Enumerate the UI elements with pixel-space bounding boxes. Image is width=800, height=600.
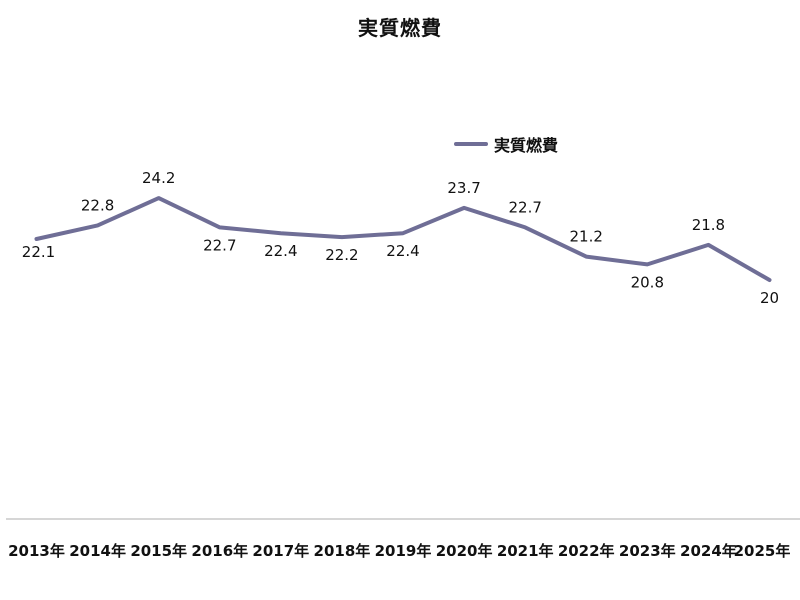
data-label: 22.7 (508, 198, 541, 216)
legend: 実質燃費 (454, 133, 558, 155)
data-label: 24.2 (142, 169, 175, 187)
data-label: 22.4 (386, 242, 419, 260)
data-label: 21.8 (692, 216, 725, 234)
data-labels: 22.1 22.8 24.2 22.7 22.4 22.2 22.4 23.7 22.7 21.2… (22, 169, 779, 307)
x-tick-label: 2021年 (497, 542, 554, 560)
data-label: 22.8 (81, 196, 114, 214)
data-label: 20.8 (631, 273, 664, 291)
x-tick-label: 2017年 (252, 542, 309, 560)
data-label: 22.1 (22, 243, 55, 261)
data-label: 22.7 (203, 236, 236, 254)
chart-title: 実質燃費 (358, 16, 442, 40)
x-tick-label: 2013年 (8, 542, 65, 560)
x-tick-labels: 2013年 2014年 2015年 2016年 2017年 2018年 2019年 2020年… (8, 542, 790, 560)
x-tick-label: 2019年 (375, 542, 432, 560)
x-tick-label: 2016年 (191, 542, 248, 560)
data-label: 23.7 (447, 179, 480, 197)
data-label: 21.2 (569, 228, 602, 246)
x-tick-label: 2018年 (314, 542, 371, 560)
data-label: 22.4 (264, 242, 297, 260)
x-tick-label: 2024年 (680, 542, 737, 560)
x-tick-label: 2014年 (69, 542, 126, 560)
legend-label: 実質燃費 (494, 136, 559, 155)
data-label: 22.2 (325, 246, 358, 264)
x-tick-label: 2025年 (734, 542, 791, 560)
x-tick-label: 2020年 (436, 542, 493, 560)
x-tick-label: 2023年 (619, 542, 676, 560)
x-tick-label: 2015年 (130, 542, 187, 560)
series-line (34, 196, 772, 282)
legend-swatch (454, 142, 488, 146)
data-label: 20 (760, 289, 779, 307)
x-tick-label: 2022年 (558, 542, 615, 560)
